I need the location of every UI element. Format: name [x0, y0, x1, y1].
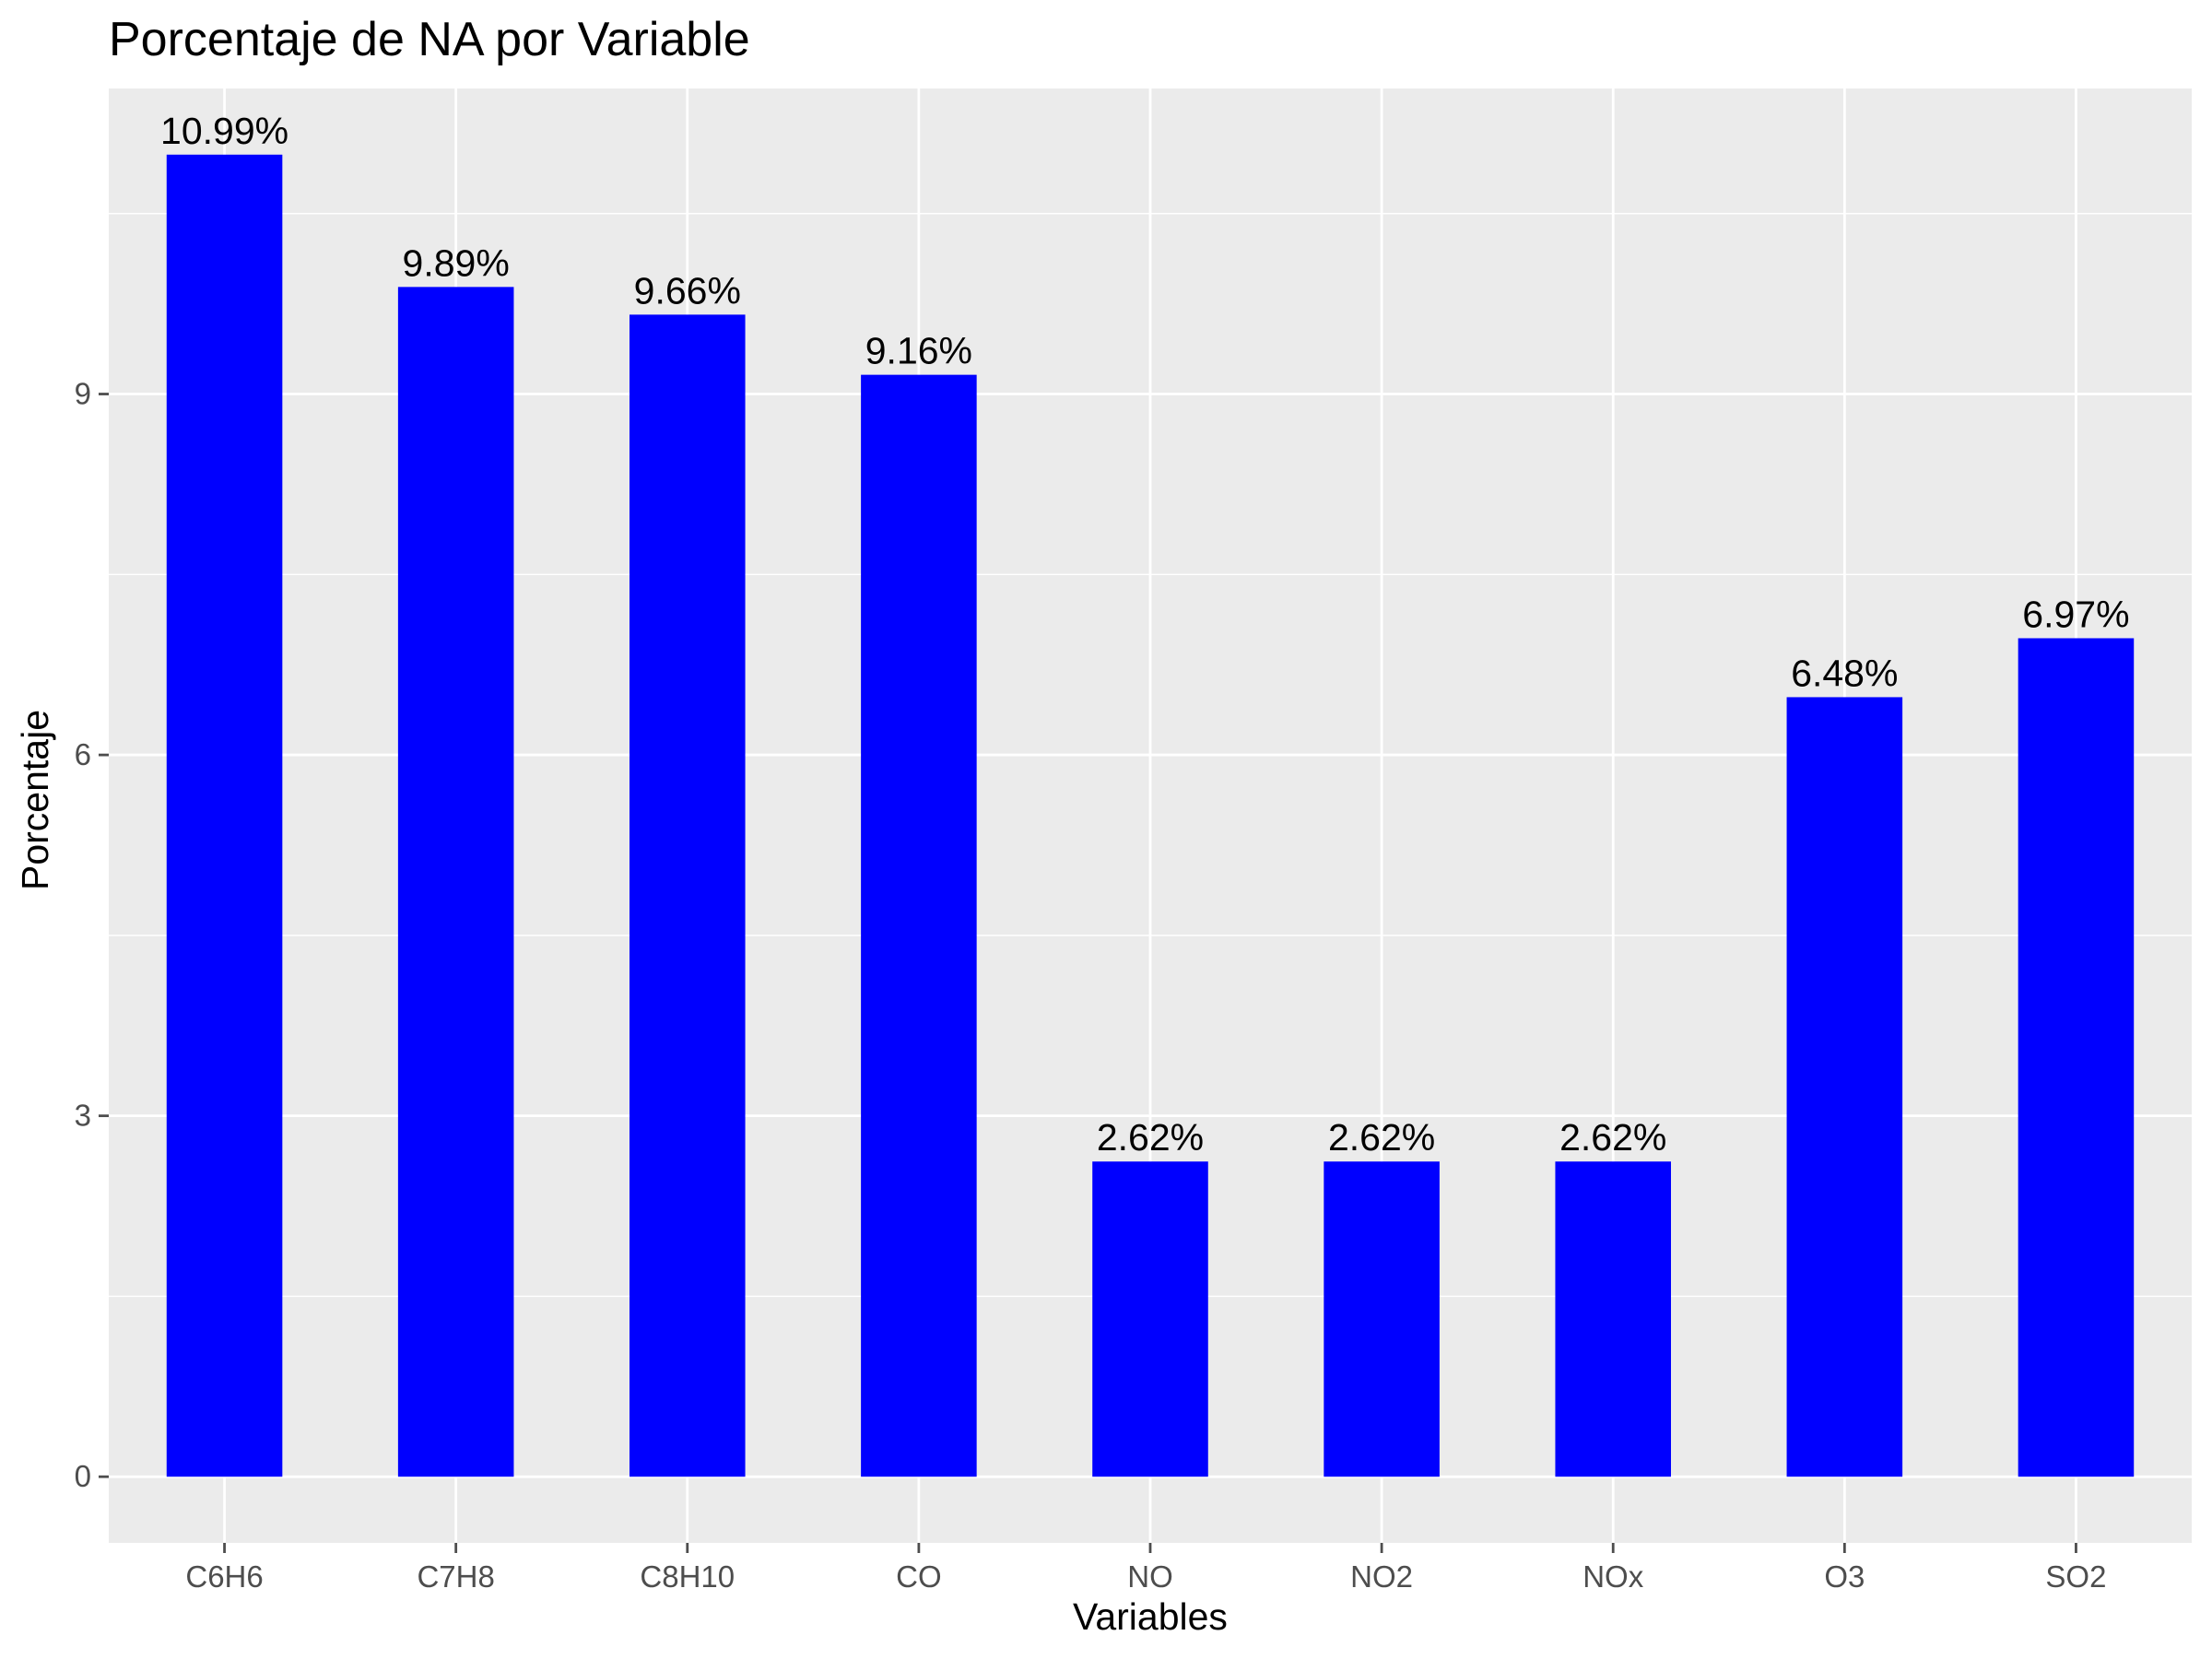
y-tick-label: 9: [75, 377, 91, 411]
x-tick-label: NO: [1127, 1559, 1173, 1594]
bar-value-label: 2.62%: [1328, 1116, 1435, 1159]
bar-value-label: 10.99%: [160, 110, 288, 152]
x-axis: C6H6 C7H8 C8H10 CO NO NO2 NOx O3 SO2: [185, 1543, 2106, 1594]
x-tick-label: C6H6: [185, 1559, 263, 1594]
bar-value-label: 2.62%: [1097, 1116, 1204, 1159]
x-axis-title: Variables: [1073, 1595, 1228, 1638]
x-tick-label: C8H10: [640, 1559, 735, 1594]
bar-value-label: 9.89%: [403, 241, 510, 284]
bar-value-label: 9.66%: [634, 269, 741, 312]
y-tick-label: 0: [75, 1459, 91, 1493]
y-tick-label: 3: [75, 1099, 91, 1133]
bar-so2: [2018, 638, 2135, 1477]
x-tick-label: NO2: [1350, 1559, 1413, 1594]
bar-nox: [1555, 1161, 1671, 1477]
x-tick-label: SO2: [2045, 1559, 2106, 1594]
bar-c6h6: [166, 154, 283, 1477]
x-tick-label: NOx: [1583, 1559, 1644, 1594]
x-tick-label: CO: [896, 1559, 942, 1594]
bar-value-label: 6.97%: [2022, 593, 2129, 635]
x-tick-label: O3: [1824, 1559, 1865, 1594]
bar-labels: 10.99% 9.89% 9.66% 9.16% 2.62% 2.62% 2.62% 6.48…: [160, 110, 2130, 1159]
bar-value-label: 2.62%: [1559, 1116, 1666, 1159]
bars: [166, 154, 2135, 1477]
y-tick-label: 6: [75, 737, 91, 771]
bar-c7h8: [397, 287, 514, 1477]
bar-c8h10: [629, 314, 746, 1477]
bar-no2: [1324, 1161, 1440, 1477]
chart-title: Porcentaje de NA por Variable: [109, 13, 750, 66]
bar-value-label: 6.48%: [1791, 652, 1898, 694]
y-axis-title: Porcentaje: [14, 710, 56, 890]
bar-o3: [1786, 697, 1903, 1477]
y-axis: 0 3 6 9: [75, 377, 109, 1493]
bar-no: [1092, 1161, 1208, 1477]
bar-value-label: 9.16%: [865, 330, 972, 372]
x-tick-label: C7H8: [417, 1559, 494, 1594]
bar-co: [861, 374, 977, 1477]
